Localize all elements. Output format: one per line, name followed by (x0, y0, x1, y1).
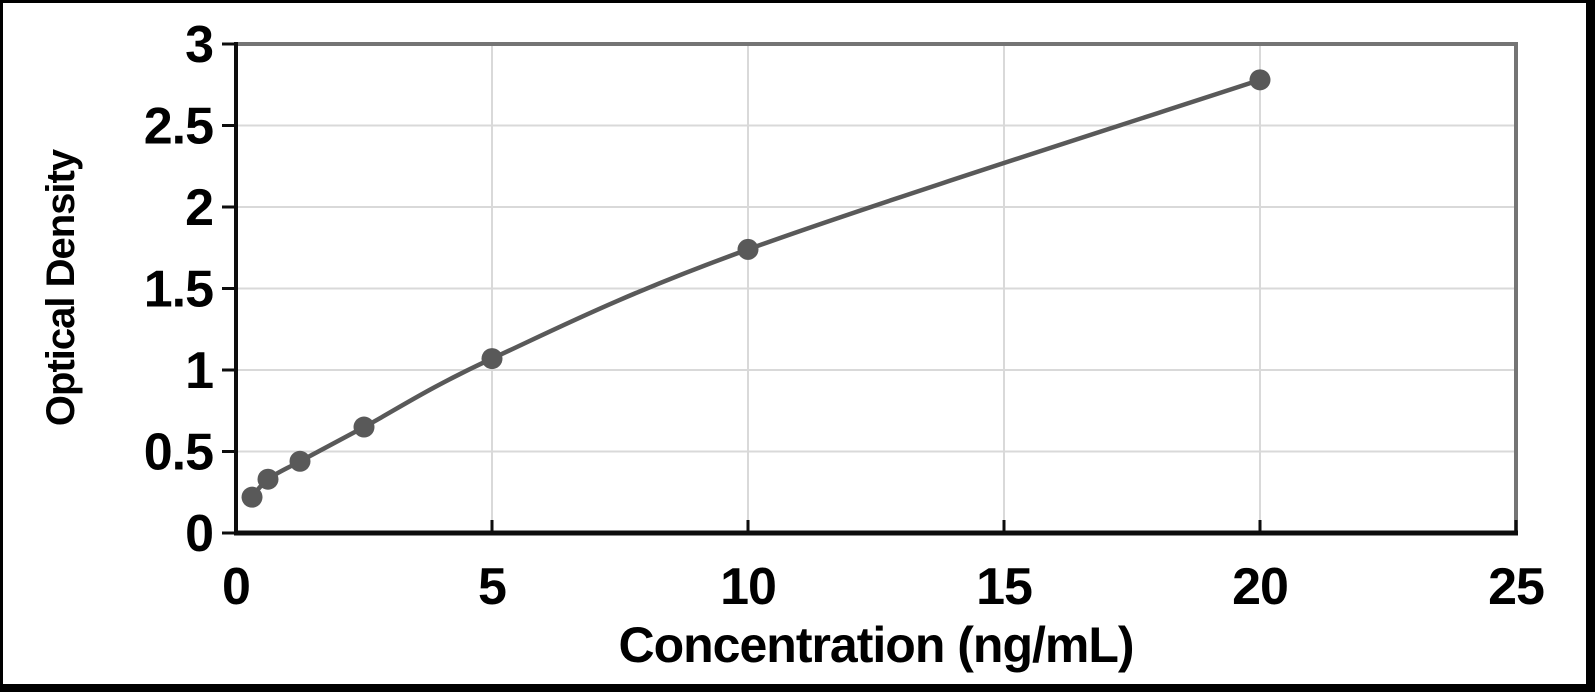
data-point-5 (481, 348, 503, 370)
x-tick-label-25: 25 (1488, 558, 1544, 616)
x-axis-title: Concentration (ng/mL) (618, 617, 1133, 673)
x-tick-label-10: 10 (720, 558, 776, 616)
y-tick-label-1.5: 1.5 (144, 261, 213, 319)
data-point-0.313 (241, 486, 263, 508)
gridlines-layer (236, 44, 1516, 533)
y-tick-label-1: 1 (185, 342, 213, 400)
data-point-1.25 (289, 450, 311, 472)
data-point-10 (737, 238, 759, 260)
x-tick-label-0: 0 (222, 558, 250, 616)
x-tick-label-5: 5 (478, 558, 506, 616)
tick-labels-layer: 0 0.5 1 1.5 2 2.5 3 0 5 10 15 20 25 (144, 16, 1545, 616)
data-point-20 (1249, 69, 1271, 91)
y-tick-label-0.5: 0.5 (144, 424, 213, 482)
data-point-0.625 (257, 468, 279, 490)
x-tick-label-20: 20 (1232, 558, 1288, 616)
y-tick-label-2: 2 (185, 179, 213, 237)
data-point-2.5 (353, 416, 375, 438)
data-series-layer (241, 69, 1271, 508)
y-tick-label-0: 0 (185, 505, 213, 563)
y-tick-label-3: 3 (185, 16, 213, 74)
y-axis-title: Optical Density (39, 148, 83, 426)
plot-border-layer (236, 42, 1518, 533)
x-tick-label-15: 15 (976, 558, 1032, 616)
tick-marks-layer (222, 42, 1518, 535)
y-tick-label-2.5: 2.5 (144, 98, 213, 156)
